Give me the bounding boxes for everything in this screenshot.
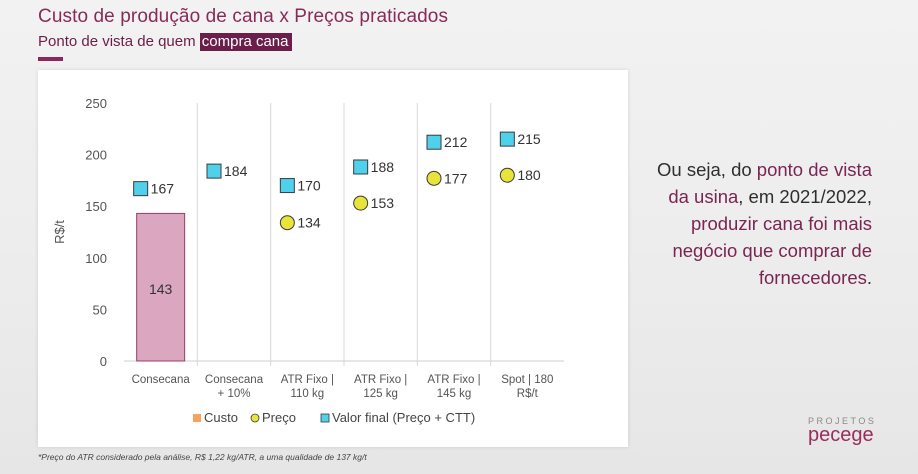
data-label-preco: 153: [371, 195, 395, 211]
note-highlight-1: ponto de vista da usina: [668, 159, 872, 207]
bar-custo: [136, 212, 186, 362]
data-label-valor-final: 215: [517, 131, 541, 147]
x-tick-label: 125 kg: [363, 388, 398, 400]
legend-label: Valor final (Preço + CTT): [332, 410, 475, 425]
y-axis-label: R$/t: [52, 220, 67, 244]
x-tick-label: 110 kg: [290, 388, 324, 400]
slide-subtitle: Ponto de vista de quem compra cana: [38, 33, 292, 51]
brand-top-text: PROJETOS: [808, 416, 877, 426]
y-tick-label: 200: [85, 148, 107, 163]
x-tick-label: Consecana: [132, 374, 191, 386]
data-label-valor-final: 184: [224, 163, 248, 179]
point-valor-final: [499, 131, 515, 147]
point-valor-final: [279, 178, 295, 194]
title-accent-bar: [38, 57, 63, 61]
data-label-valor-final: 212: [444, 134, 468, 150]
data-label-custo: 143: [149, 281, 173, 297]
y-tick-label: 100: [85, 251, 107, 266]
x-tick-label: ATR Fixo |: [427, 374, 480, 386]
point-valor-final: [426, 134, 442, 150]
point-valor-final: [206, 163, 222, 179]
point-preco: [499, 167, 515, 183]
data-label-preco: 177: [444, 170, 468, 186]
x-tick-label: + 10%: [218, 388, 251, 400]
x-tick-label: Spot | 180: [501, 374, 553, 386]
note-part-1: Ou seja, do: [657, 159, 757, 180]
brand-logo: PROJETOS pecege: [808, 416, 877, 446]
slide-title: Custo de produção de cana x Preços prati…: [38, 6, 449, 27]
footnote: *Preço do ATR considerado pela análise, …: [38, 452, 367, 462]
point-valor-final: [133, 181, 149, 197]
legend-label: Custo: [204, 410, 238, 425]
x-tick-label: 145 kg: [437, 388, 472, 400]
brand-main-text: pecege: [808, 424, 874, 446]
point-valor-final: [353, 159, 369, 175]
x-tick-label: R$/t: [517, 388, 539, 400]
y-tick-label: 50: [93, 302, 107, 317]
x-tick-label: Consecana: [205, 374, 264, 386]
note-highlight-2: produzir cana foi mais negócio que compr…: [672, 213, 872, 288]
point-preco: [426, 170, 442, 186]
y-tick-label: 250: [85, 96, 107, 111]
data-label-valor-final: 170: [297, 178, 321, 194]
legend-marker-preco: [250, 413, 260, 423]
data-label-valor-final: 167: [151, 181, 175, 197]
legend-label: Preço: [262, 410, 296, 425]
x-tick-label: ATR Fixo |: [354, 374, 407, 386]
legend-marker-valor-final: [320, 413, 330, 423]
note-part-2: , em 2021/2022,: [738, 186, 872, 207]
data-label-preco: 180: [517, 167, 541, 183]
chart-panel: 0 50 100 150 200 250 R$/t Consecana Consecana + 1…: [38, 70, 628, 447]
data-label-preco: 134: [297, 215, 321, 231]
subtitle-highlight: compra cana: [199, 33, 292, 51]
y-tick-label: 0: [100, 354, 107, 369]
x-tick-label: ATR Fixo |: [281, 374, 334, 386]
point-preco: [353, 195, 369, 211]
legend-marker-custo: [193, 414, 201, 422]
cost-price-chart: 0 50 100 150 200 250 R$/t Consecana Consecana + 1…: [52, 96, 564, 425]
conclusion-text: Ou seja, do ponto de vista da usina, em …: [652, 156, 872, 291]
data-label-valor-final: 188: [371, 159, 395, 175]
y-tick-label: 150: [85, 199, 107, 214]
point-preco: [279, 215, 295, 231]
subtitle-prefix: Ponto de vista de quem: [38, 33, 200, 50]
note-part-3: .: [866, 267, 872, 288]
